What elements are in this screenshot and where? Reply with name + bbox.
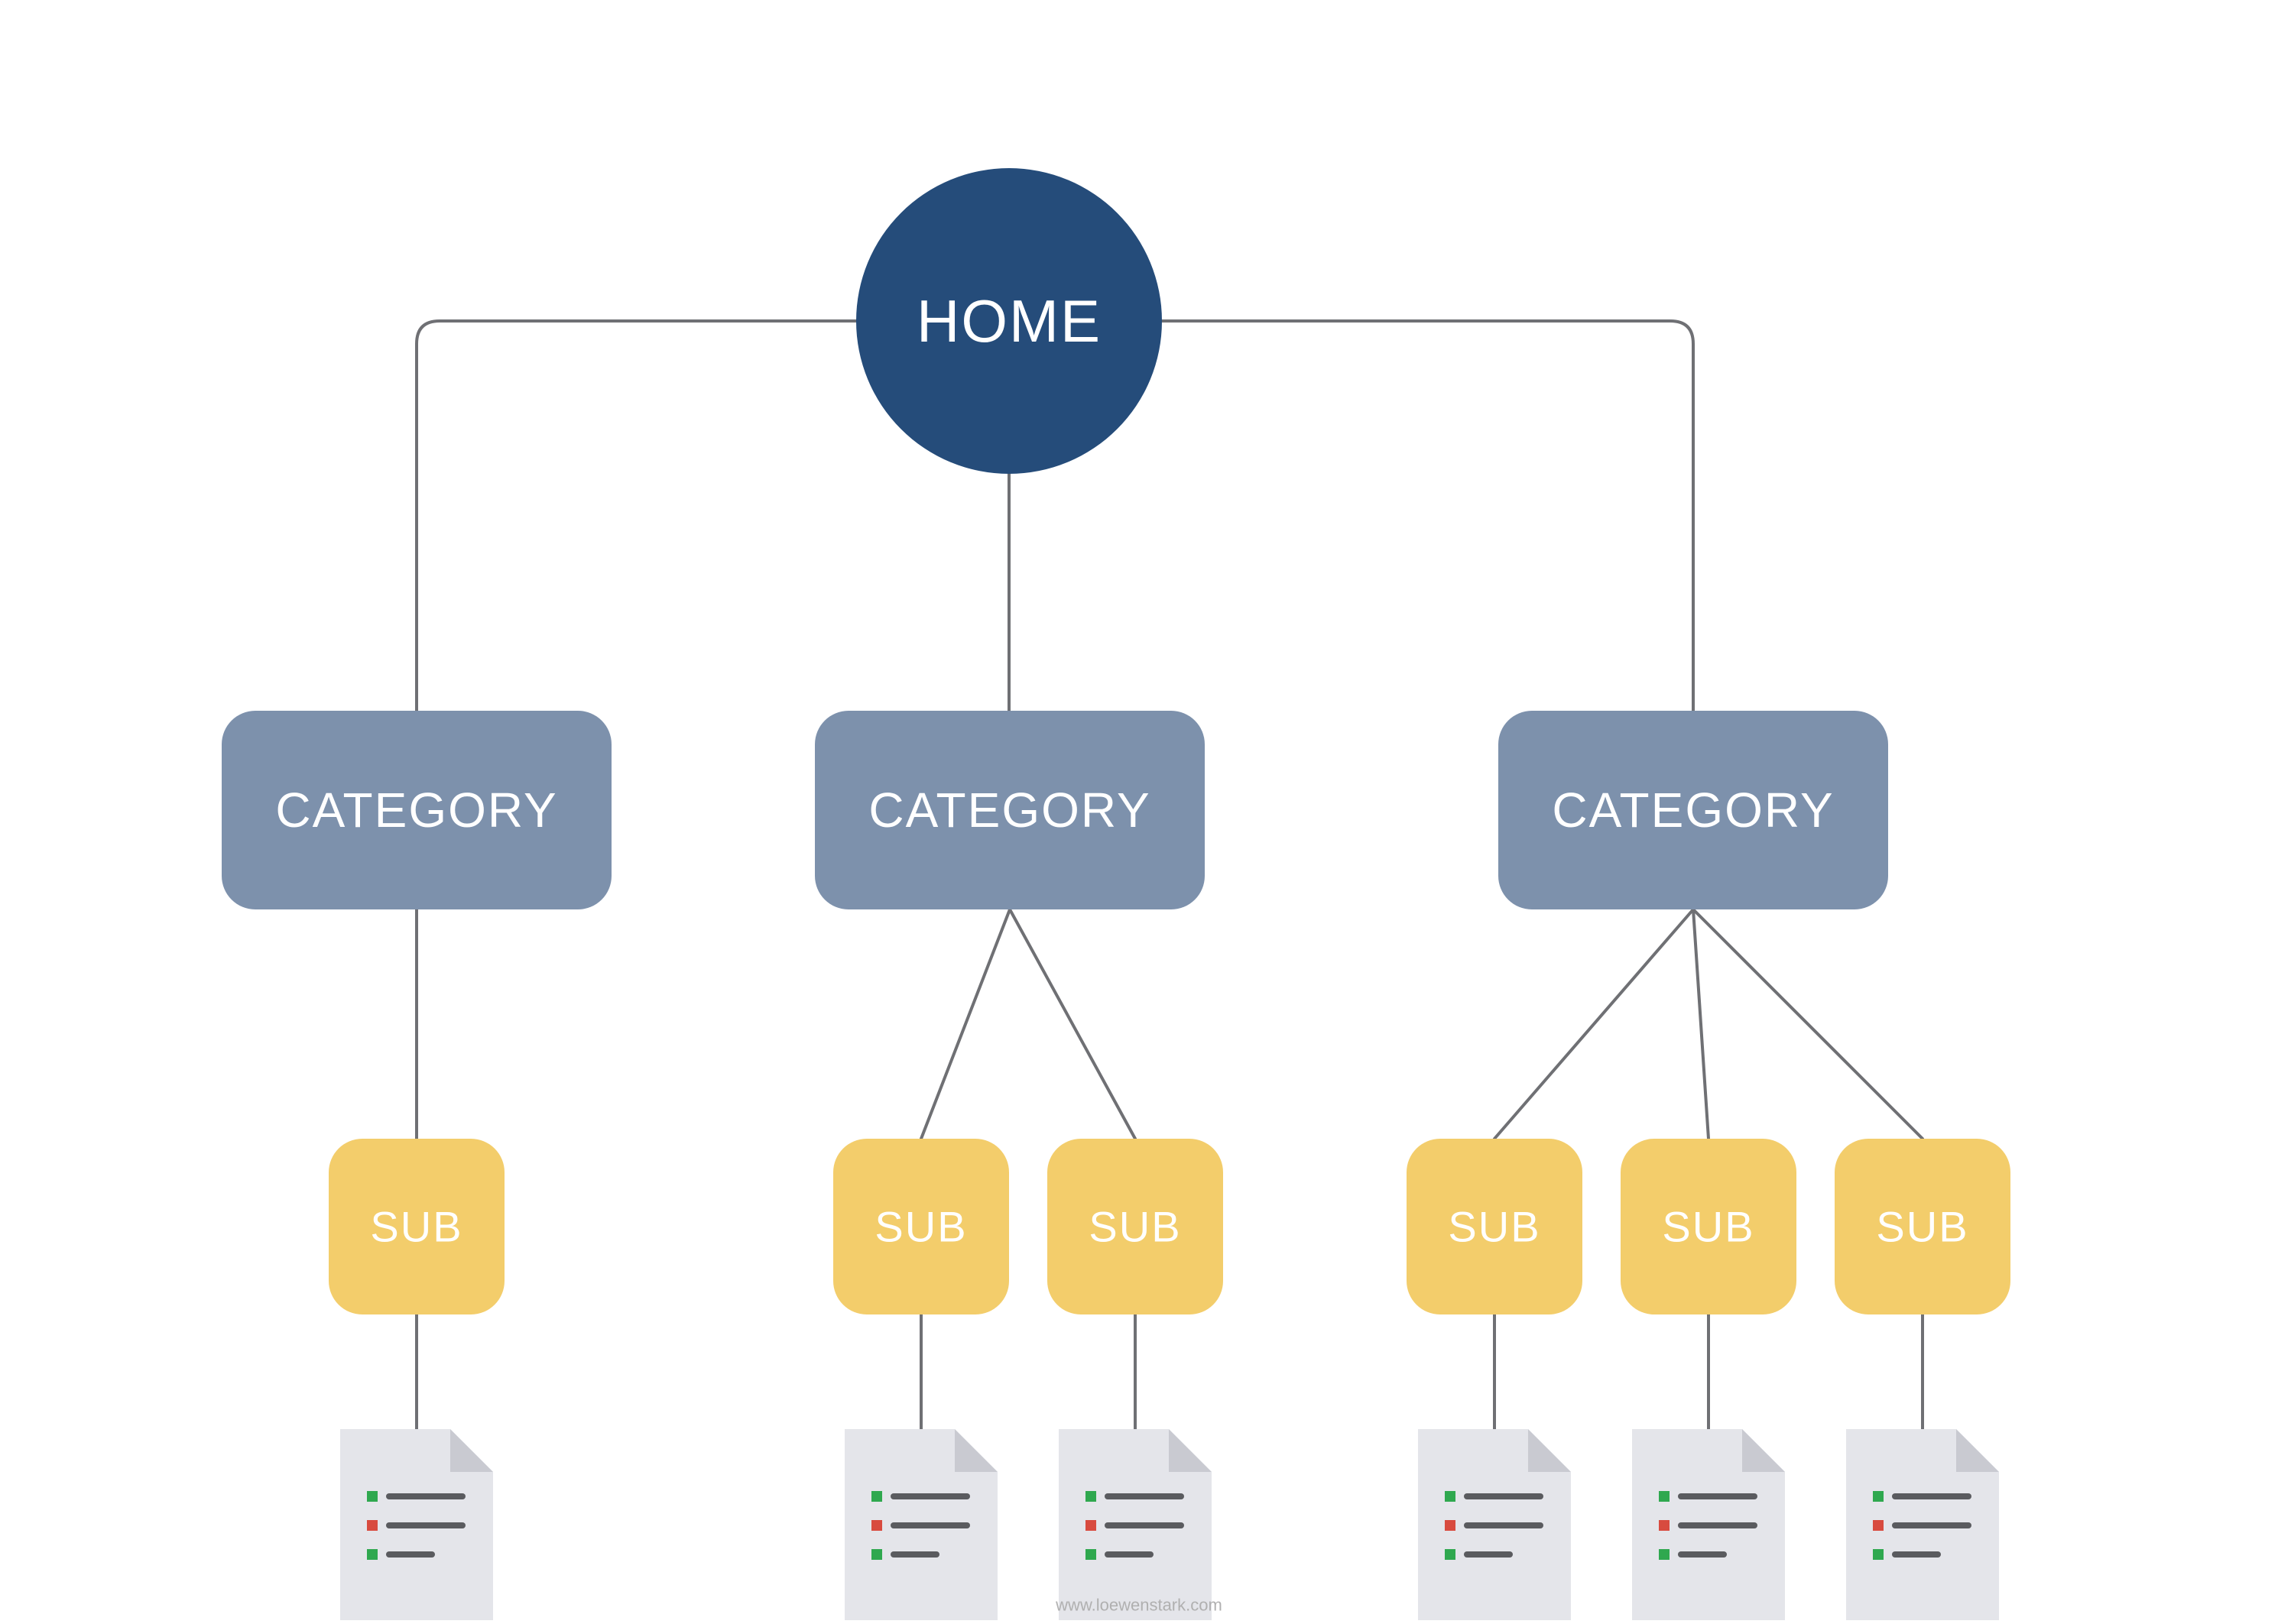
page-bullet	[1659, 1520, 1670, 1531]
footer-credit: www.loewenstark.com	[1055, 1596, 1222, 1615]
page-bullet	[871, 1520, 882, 1531]
page-fold	[450, 1429, 493, 1472]
sub-label: SUB	[1089, 1203, 1181, 1251]
home-label: HOME	[917, 287, 1102, 355]
connector	[1494, 909, 1693, 1139]
page-bullet	[871, 1549, 882, 1560]
page-bullet	[1445, 1549, 1455, 1560]
page-bullet	[1445, 1491, 1455, 1502]
category-label: CATEGORY	[275, 783, 557, 838]
page-fold	[1956, 1429, 1999, 1472]
page-bullet	[367, 1491, 378, 1502]
page-bullet	[1659, 1549, 1670, 1560]
page-fold	[1169, 1429, 1212, 1472]
page-bullet	[1659, 1491, 1670, 1502]
page-bullet	[871, 1491, 882, 1502]
page-bullet	[367, 1549, 378, 1560]
sub-label: SUB	[1448, 1203, 1540, 1251]
page-bullet	[367, 1520, 378, 1531]
connector	[1693, 909, 1708, 1139]
page-bullet	[1873, 1549, 1884, 1560]
category-label: CATEGORY	[868, 783, 1150, 838]
category-label: CATEGORY	[1552, 783, 1834, 838]
page-bullet	[1085, 1491, 1096, 1502]
page-bullet	[1445, 1520, 1455, 1531]
page-bullet	[1873, 1520, 1884, 1531]
page-bullet	[1085, 1549, 1096, 1560]
sub-label: SUB	[1662, 1203, 1754, 1251]
connector	[1010, 909, 1135, 1139]
sub-label: SUB	[1876, 1203, 1968, 1251]
page-bullet	[1085, 1520, 1096, 1531]
sub-label: SUB	[370, 1203, 462, 1251]
page-fold	[1742, 1429, 1785, 1472]
page-fold	[1528, 1429, 1571, 1472]
sub-label: SUB	[875, 1203, 967, 1251]
connector	[921, 909, 1010, 1139]
connector	[1693, 909, 1923, 1139]
sitemap-diagram: HOME CATEGORY CATEGORY CATEGORY SUB SUB SUB SUB…	[0, 0, 2278, 1624]
page-fold	[955, 1429, 998, 1472]
page-bullet	[1873, 1491, 1884, 1502]
